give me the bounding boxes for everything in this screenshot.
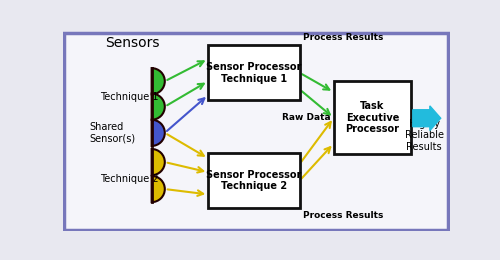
- Text: Raw Data: Raw Data: [282, 113, 331, 122]
- Text: Process Results: Process Results: [303, 211, 383, 220]
- Wedge shape: [152, 149, 165, 175]
- Wedge shape: [152, 120, 165, 146]
- Wedge shape: [152, 94, 165, 120]
- Bar: [208, 153, 300, 208]
- Text: Technique 1: Technique 1: [100, 92, 158, 102]
- Bar: [334, 81, 411, 154]
- Text: Sensor Processor
Technique 1: Sensor Processor Technique 1: [206, 62, 302, 83]
- Text: Sensors: Sensors: [105, 36, 160, 50]
- Text: Technique 2: Technique 2: [100, 174, 158, 184]
- Bar: [208, 45, 300, 101]
- Text: Shared
Sensor(s): Shared Sensor(s): [90, 122, 136, 144]
- Wedge shape: [152, 176, 165, 202]
- Text: Highly
Reliable
Results: Highly Reliable Results: [405, 119, 444, 152]
- Text: Sensor Processor
Technique 2: Sensor Processor Technique 2: [206, 170, 302, 191]
- FancyArrow shape: [413, 106, 440, 131]
- Text: Task
Executive
Processor: Task Executive Processor: [346, 101, 400, 134]
- Wedge shape: [152, 68, 165, 94]
- Text: Process Results: Process Results: [303, 33, 383, 42]
